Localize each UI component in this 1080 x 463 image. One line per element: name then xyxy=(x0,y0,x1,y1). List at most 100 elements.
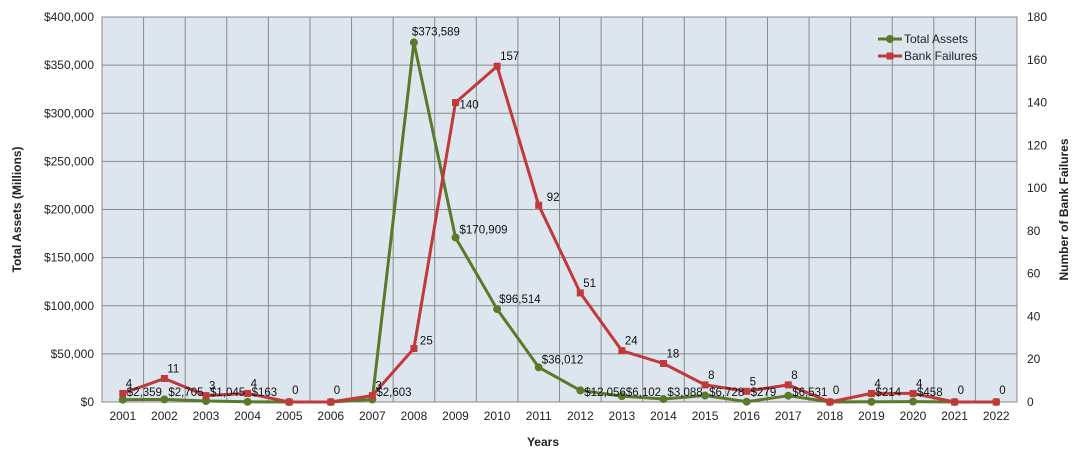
x-tick-label: 2004 xyxy=(234,409,261,423)
total-assets-point xyxy=(701,391,710,400)
total-assets-data-label: $373,589 xyxy=(412,26,460,38)
y2-tick-label: 80 xyxy=(1027,224,1041,238)
total-assets-data-label: $458 xyxy=(917,387,943,399)
y-tick-label: $400,000 xyxy=(44,10,94,24)
bank-failures-point xyxy=(992,398,1000,406)
legend-marker xyxy=(886,52,894,60)
legend-label: Total Assets xyxy=(904,32,968,46)
x-tick-label: 2003 xyxy=(193,409,220,423)
bank-failures-data-label: 11 xyxy=(167,363,179,375)
x-tick-label: 2015 xyxy=(692,409,719,423)
x-axis-title: Years xyxy=(527,435,559,449)
bank-failures-point xyxy=(368,392,376,400)
bank-failures-point xyxy=(160,374,168,382)
bank-failures-point xyxy=(618,347,626,355)
bank-failures-point xyxy=(202,392,210,400)
y2-tick-label: 180 xyxy=(1027,10,1047,24)
total-assets-point xyxy=(617,392,626,401)
total-assets-point xyxy=(534,363,543,372)
bank-failures-data-label: 18 xyxy=(666,349,679,361)
y-tick-label: $350,000 xyxy=(44,58,94,72)
y-tick-label: $300,000 xyxy=(44,106,94,120)
total-assets-data-label: $6,728 xyxy=(709,387,744,399)
bank-failures-point xyxy=(576,289,584,297)
bank-failures-point xyxy=(743,387,751,395)
bank-failures-point xyxy=(909,389,917,397)
total-assets-data-label: $2,705 xyxy=(168,387,203,399)
x-tick-label: 2001 xyxy=(109,409,136,423)
bank-failures-data-label: 140 xyxy=(460,100,479,112)
bank-failures-point xyxy=(951,398,959,406)
bank-failures-point xyxy=(285,398,293,406)
x-tick-label: 2010 xyxy=(484,409,511,423)
bank-failures-data-label: 3 xyxy=(375,381,381,393)
total-assets-data-label: $170,909 xyxy=(460,225,508,237)
total-assets-point xyxy=(160,395,169,404)
total-assets-data-label: $163 xyxy=(252,387,278,399)
total-assets-data-label: $279 xyxy=(751,387,777,399)
bank-failures-data-label: 0 xyxy=(958,385,964,397)
x-tick-label: 2014 xyxy=(650,409,677,423)
total-assets-data-label: $96,514 xyxy=(499,294,541,306)
bank-failures-data-label: 92 xyxy=(547,192,560,204)
bank-failures-data-label: 0 xyxy=(999,385,1005,397)
x-tick-label: 2019 xyxy=(858,409,885,423)
total-assets-data-label: $1,045 xyxy=(210,387,245,399)
y-tick-label: $200,000 xyxy=(44,203,94,217)
bank-failures-point xyxy=(452,99,460,107)
total-assets-data-label: $6,102 xyxy=(626,387,661,399)
bank-failures-data-label: 24 xyxy=(625,336,638,348)
x-tick-label: 2006 xyxy=(317,409,344,423)
bank-failures-data-label: 0 xyxy=(833,385,839,397)
series-line-bank-failures xyxy=(122,64,997,404)
x-tick-label: 2008 xyxy=(401,409,428,423)
legend-label: Bank Failures xyxy=(904,49,977,63)
total-assets-data-label: $3,088 xyxy=(667,387,702,399)
bank-failures-data-label: 8 xyxy=(708,370,714,382)
total-assets-data-label: $214 xyxy=(875,387,901,399)
watermark-text: 头条 @选对时机买对股 xyxy=(802,421,1008,445)
y2-axis-title: Number of Bank Failures xyxy=(1057,138,1071,280)
bank-failures-data-label: 4 xyxy=(916,378,923,390)
x-tick-label: 2012 xyxy=(567,409,594,423)
total-assets-point xyxy=(118,395,127,404)
total-assets-point xyxy=(409,38,418,47)
bank-failures-data-label: 157 xyxy=(500,51,519,63)
x-tick-label: 2005 xyxy=(276,409,303,423)
total-assets-point xyxy=(451,233,460,242)
x-tick-label: 2020 xyxy=(900,409,927,423)
total-assets-point xyxy=(742,397,751,406)
y2-tick-label: 100 xyxy=(1027,181,1047,195)
legend-marker xyxy=(886,35,894,43)
bank-failures-data-label: 51 xyxy=(583,278,596,290)
total-assets-point xyxy=(909,397,918,406)
series-line-total-assets xyxy=(122,40,997,404)
bank-failures-point xyxy=(701,381,709,389)
total-assets-data-label: $2,603 xyxy=(376,387,411,399)
total-assets-data-label: $6,531 xyxy=(792,387,827,399)
bank-failures-point xyxy=(659,360,667,367)
bank-failures-point xyxy=(410,345,418,353)
total-assets-data-label: $36,012 xyxy=(542,354,584,366)
x-tick-label: 2018 xyxy=(816,409,843,423)
y-tick-label: $150,000 xyxy=(44,251,94,265)
x-tick-label: 2021 xyxy=(941,409,968,423)
x-tick-label: 2009 xyxy=(442,409,469,423)
x-tick-label: 2002 xyxy=(151,409,178,423)
y2-tick-label: 160 xyxy=(1027,53,1047,67)
x-tick-label: 2022 xyxy=(983,409,1010,423)
y-axis-title: Total Assets (Millions) xyxy=(10,146,24,272)
bank-failures-data-label: 3 xyxy=(209,381,215,393)
bank-failures-point xyxy=(535,201,543,209)
y2-tick-label: 60 xyxy=(1027,267,1041,281)
bank-failures-data-label: 25 xyxy=(420,336,433,348)
bank-failures-data-label: 8 xyxy=(791,370,797,382)
x-tick-label: 2007 xyxy=(359,409,386,423)
bank-failures-data-label: 0 xyxy=(292,385,298,397)
x-tick-label: 2013 xyxy=(609,409,636,423)
bank-failures-point xyxy=(867,389,875,397)
bank-failures-data-label: 4 xyxy=(126,378,133,390)
y-tick-label: $100,000 xyxy=(44,299,94,313)
